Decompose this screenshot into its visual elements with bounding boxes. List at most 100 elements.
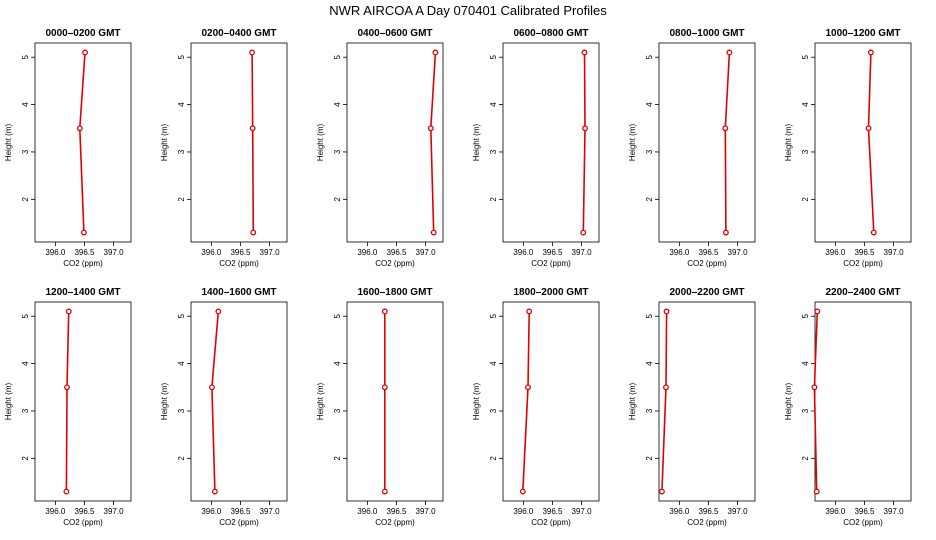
panel-title: 0800–1000 GMT: [669, 28, 744, 39]
x-tick-label: 396.5: [854, 507, 875, 516]
data-point: [381, 384, 388, 391]
panel-title: 1200–1400 GMT: [45, 287, 120, 298]
y-tick-label: 5: [177, 313, 186, 318]
y-tick-label: 5: [645, 54, 654, 59]
y-tick-label: 2: [333, 456, 342, 461]
data-point: [525, 384, 531, 391]
x-axis-label: CO2 (ppm): [531, 518, 571, 527]
data-point: [519, 488, 526, 495]
x-tick-label: 397.0: [104, 248, 125, 257]
y-tick-label: 5: [801, 54, 810, 59]
x-tick-label: 396.0: [669, 248, 690, 257]
y-tick-label: 2: [333, 197, 342, 202]
profile-line: [582, 52, 586, 233]
data-point: [64, 384, 70, 391]
panel-title: 1800–2000 GMT: [513, 287, 588, 298]
data-point: [249, 125, 256, 132]
y-tick-label: 4: [489, 361, 498, 366]
x-axis-label: CO2 (ppm): [63, 518, 103, 527]
data-point: [80, 229, 87, 236]
x-tick-label: 396.5: [386, 507, 407, 516]
profile-line: [867, 52, 875, 233]
x-tick-label: 396.0: [201, 248, 222, 257]
y-tick-label: 3: [333, 149, 342, 154]
y-axis-label: Height (m): [4, 123, 13, 161]
x-tick-label: 397.0: [572, 507, 593, 516]
x-tick-label: 396.0: [513, 248, 534, 257]
y-tick-label: 5: [489, 54, 498, 59]
panel-title: 0600–0800 GMT: [513, 28, 588, 39]
y-tick-label: 4: [645, 361, 654, 366]
data-point: [65, 308, 72, 315]
x-tick-label: 396.5: [74, 248, 95, 257]
x-tick-label: 396.0: [669, 507, 690, 516]
panel-frame: [34, 42, 132, 243]
data-point: [722, 229, 729, 236]
x-tick-label: 396.5: [230, 248, 251, 257]
panel-title: 0000–0200 GMT: [45, 28, 120, 39]
y-tick-label: 5: [489, 313, 498, 318]
panel-frame: [190, 301, 288, 502]
panel-frame: [346, 301, 444, 502]
y-tick-label: 3: [489, 408, 498, 413]
y-tick-label: 2: [21, 197, 30, 202]
y-tick-label: 3: [645, 149, 654, 154]
y-tick-label: 5: [21, 54, 30, 59]
y-tick-label: 4: [21, 102, 30, 107]
y-axis-label: Height (m): [316, 382, 325, 420]
x-axis-label: CO2 (ppm): [219, 518, 259, 527]
y-tick-label: 3: [801, 408, 810, 413]
y-tick-label: 4: [333, 102, 342, 107]
y-axis-label: Height (m): [628, 123, 637, 161]
x-axis-label: CO2 (ppm): [375, 259, 415, 268]
data-point: [582, 125, 588, 132]
x-tick-label: 396.0: [357, 507, 378, 516]
x-tick-label: 397.0: [728, 507, 749, 516]
x-tick-label: 396.0: [201, 507, 222, 516]
data-point: [658, 488, 665, 495]
profile-line: [429, 52, 437, 233]
y-tick-label: 3: [489, 149, 498, 154]
y-tick-label: 2: [21, 456, 30, 461]
x-tick-label: 396.5: [542, 507, 563, 516]
x-tick-label: 396.5: [698, 507, 719, 516]
y-tick-label: 4: [21, 361, 30, 366]
y-tick-label: 2: [801, 197, 810, 202]
x-tick-label: 396.0: [513, 507, 534, 516]
panel-frame: [658, 301, 756, 502]
y-axis-label: Height (m): [160, 382, 169, 420]
panel-frame: [502, 42, 600, 243]
panel-frame: [658, 42, 756, 243]
y-tick-label: 3: [801, 149, 810, 154]
x-axis-label: CO2 (ppm): [843, 259, 883, 268]
data-point: [726, 49, 733, 56]
x-axis-label: CO2 (ppm): [687, 518, 727, 527]
data-point: [663, 384, 669, 391]
data-point: [63, 488, 70, 495]
y-axis-label: Height (m): [472, 382, 481, 420]
y-tick-label: 4: [177, 102, 186, 107]
x-tick-label: 397.0: [572, 248, 593, 257]
figure-title: NWR AIRCOA A Day 070401 Calibrated Profi…: [329, 3, 607, 18]
data-point: [811, 384, 818, 391]
data-point: [526, 308, 533, 315]
panel-title: 2200–2400 GMT: [825, 287, 900, 298]
profile-line: [211, 311, 220, 492]
y-tick-label: 3: [21, 149, 30, 154]
profile-line: [251, 52, 255, 233]
data-point: [430, 229, 437, 236]
x-tick-label: 397.0: [104, 507, 125, 516]
profile-line: [522, 311, 530, 492]
data-point: [722, 125, 729, 132]
panel-frame: [190, 42, 288, 243]
x-axis-label: CO2 (ppm): [531, 259, 571, 268]
y-tick-label: 4: [489, 102, 498, 107]
panel-title: 1600–1800 GMT: [357, 287, 432, 298]
data-point: [867, 49, 874, 56]
data-point: [249, 49, 256, 56]
y-tick-label: 4: [801, 102, 810, 107]
